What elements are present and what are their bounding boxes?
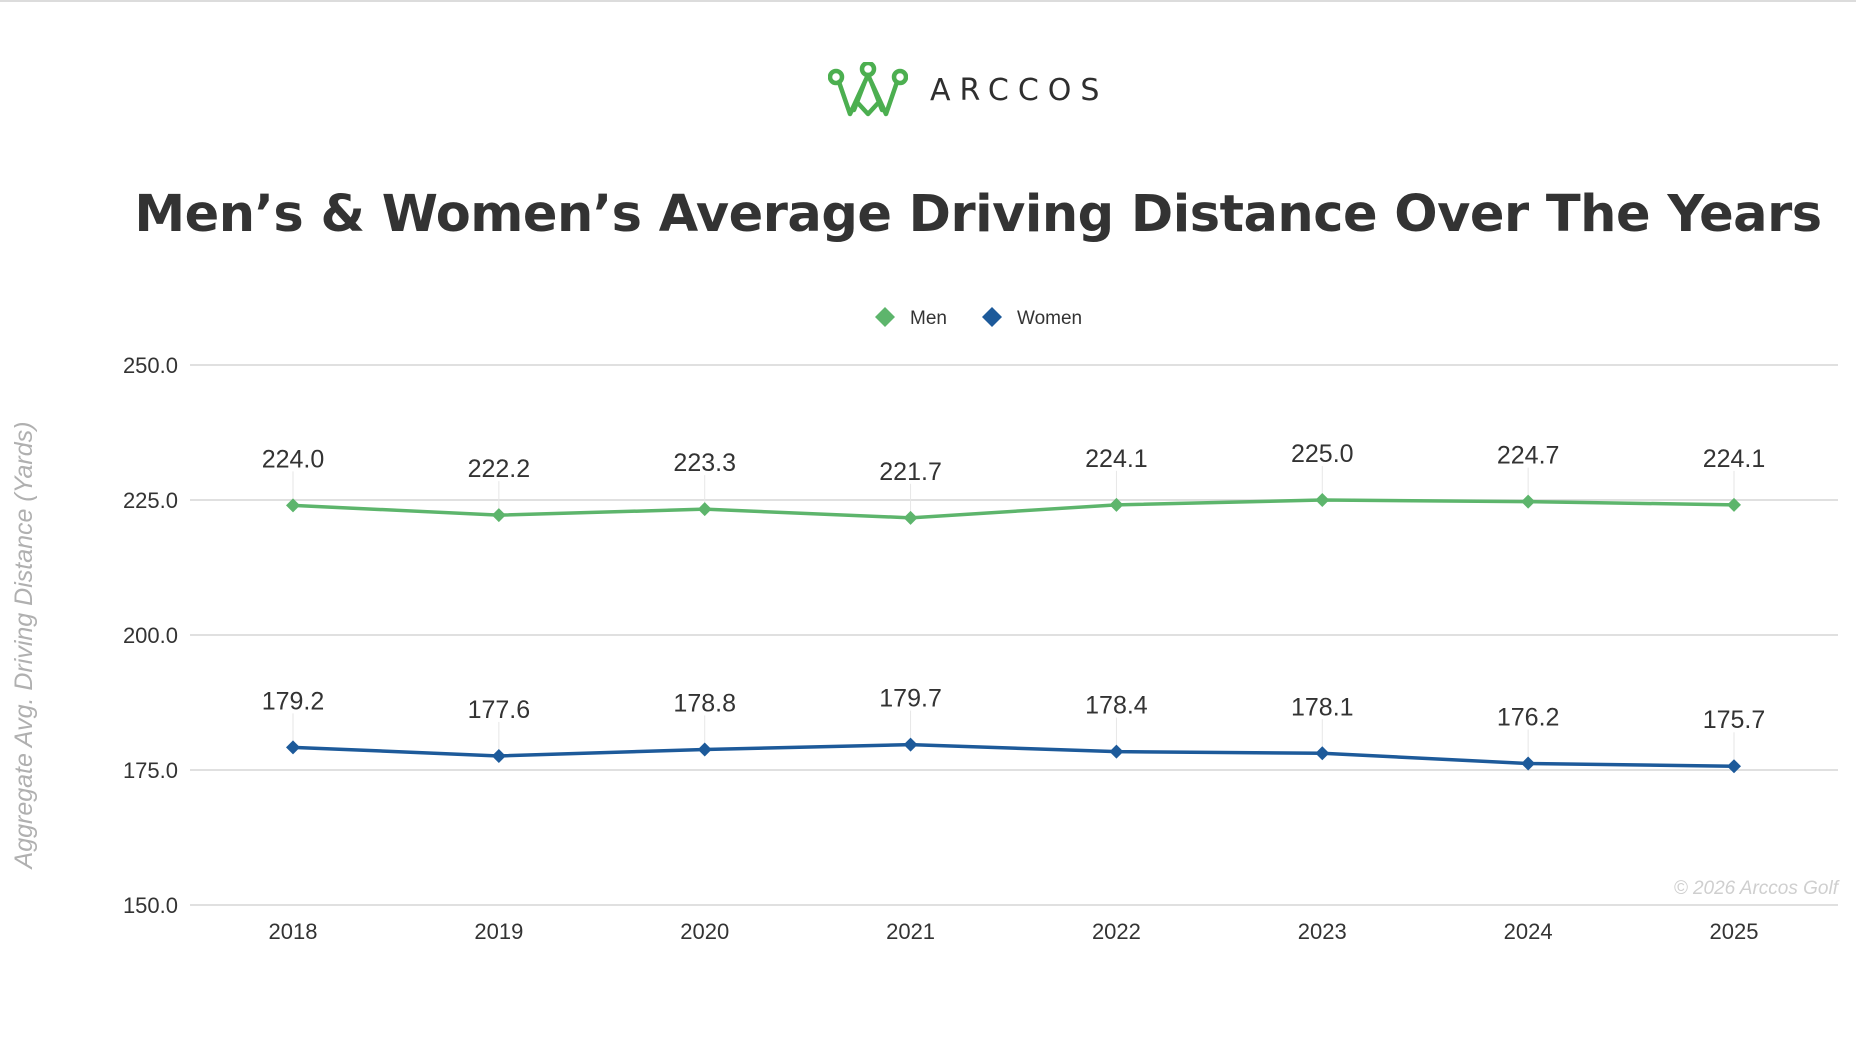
- legend-label-men: Men: [910, 308, 947, 329]
- y-tick-label: 200.0: [123, 623, 178, 648]
- data-point-women: [491, 748, 506, 763]
- data-label-women: 178.8: [673, 689, 736, 717]
- x-tick-label: 2018: [269, 919, 318, 944]
- chart-title: Men’s & Women’s Average Driving Distance…: [134, 185, 1822, 244]
- top-border: [0, 0, 1856, 2]
- data-point-women: [1315, 746, 1330, 761]
- data-label-men: 221.7: [879, 458, 942, 486]
- data-label-women: 178.1: [1291, 693, 1354, 721]
- data-label-men: 223.3: [673, 449, 736, 477]
- data-point-men: [286, 498, 300, 513]
- data-point-men: [1315, 493, 1330, 507]
- x-tick-label: 2020: [680, 919, 729, 944]
- crown-icon: [828, 62, 908, 117]
- data-label-women: 178.4: [1085, 692, 1148, 720]
- data-label-men: 224.1: [1085, 445, 1148, 473]
- x-tick-label: 2022: [1092, 919, 1141, 944]
- data-label-men: 224.1: [1703, 445, 1766, 473]
- y-tick-label: 225.0: [123, 488, 178, 513]
- y-tick-label: 150.0: [123, 893, 178, 918]
- data-label-women: 179.7: [879, 685, 942, 713]
- y-tick-label: 175.0: [123, 758, 178, 783]
- data-point-men: [903, 510, 918, 525]
- arccos-logo: ARCCOS: [828, 62, 1108, 118]
- x-tick-label: 2025: [1710, 919, 1759, 944]
- data-point-women: [1727, 759, 1741, 774]
- copyright-watermark: © 2026 Arccos Golf: [1674, 878, 1840, 899]
- data-point-women: [1109, 744, 1124, 759]
- data-label-men: 222.2: [468, 455, 531, 483]
- legend-marker-men: [875, 307, 895, 327]
- x-tick-label: 2019: [474, 919, 523, 944]
- data-label-women: 179.2: [262, 687, 325, 715]
- legend-label-women: Women: [1017, 308, 1082, 329]
- x-tick-label: 2023: [1298, 919, 1347, 944]
- data-point-men: [1521, 494, 1536, 509]
- series-line-women: [292, 742, 1735, 768]
- data-point-women: [1521, 756, 1536, 771]
- y-tick-label: 250.0: [123, 353, 178, 378]
- x-tick-label: 2021: [886, 919, 935, 944]
- x-tick-label: 2024: [1504, 919, 1553, 944]
- data-label-men: 225.0: [1291, 440, 1354, 468]
- data-point-women: [903, 737, 918, 752]
- brand-name: ARCCOS: [930, 72, 1109, 108]
- data-point-women: [697, 742, 712, 757]
- data-point-men: [491, 508, 506, 523]
- data-label-women: 177.6: [468, 696, 531, 724]
- data-label-women: 175.7: [1703, 706, 1766, 734]
- legend-marker-women: [982, 307, 1002, 327]
- series-line-men: [292, 498, 1735, 520]
- data-label-women: 176.2: [1497, 704, 1560, 732]
- y-axis-label: Aggregate Avg. Driving Distance (Yards): [10, 422, 38, 871]
- data-point-men: [1109, 497, 1124, 512]
- data-label-men: 224.7: [1497, 442, 1560, 470]
- data-point-men: [1727, 497, 1741, 512]
- data-point-women: [286, 740, 300, 755]
- data-point-men: [697, 502, 712, 517]
- data-label-men: 224.0: [262, 445, 325, 473]
